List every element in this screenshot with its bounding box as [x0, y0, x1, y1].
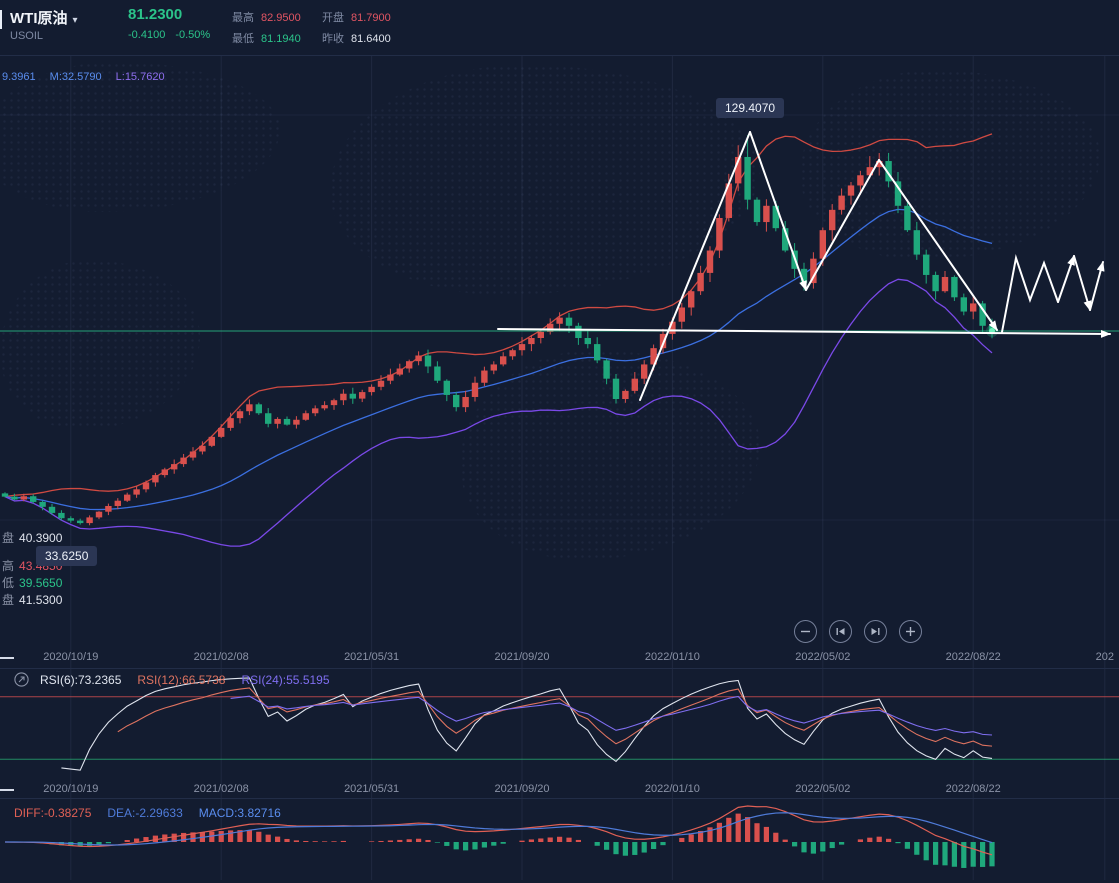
main-x-axis: 2020/10/19 2021/02/08 2021/05/31 2021/09/20…	[0, 651, 1119, 667]
low-price-badge: 33.6250	[36, 546, 98, 566]
change-value: -0.4100	[128, 29, 166, 41]
rsi-x-axis: 2020/10/19 2021/02/08 2021/05/31 2021/09/20…	[0, 783, 1119, 799]
x-axis-label: 2022/08/22	[945, 651, 1001, 663]
axis-cut-label-dash	[0, 789, 14, 791]
x-axis-label: 2021/09/20	[494, 783, 550, 795]
macd-diff-value: DIFF:-0.38275	[14, 806, 92, 820]
tooltip-value: 39.5650	[19, 576, 63, 590]
tooltip-row-low: 低 39.5650	[2, 575, 62, 592]
macd-header: DIFF:-0.38275 DEA:-2.29633 MACD:3.82716	[14, 806, 297, 820]
tooltip-label: 低	[2, 576, 15, 590]
candles-layer	[1, 134, 996, 526]
peak-price-badge: 129.4070	[716, 98, 785, 118]
indicator-token: L:15.7620	[115, 71, 165, 83]
symbol-code: USOIL	[10, 30, 44, 42]
symbol-selector[interactable]: WTI原油 ▾	[10, 7, 78, 28]
change-percent: -0.50%	[175, 29, 211, 41]
x-axis-label: 2022/01/10	[644, 651, 700, 663]
tooltip-row-open: 盘 40.3900	[2, 530, 62, 547]
stat-value: 82.9500	[261, 12, 301, 24]
tooltip-value: 41.5300	[19, 593, 63, 607]
macd-layer	[4, 805, 995, 868]
zoom-out-button[interactable]	[794, 620, 817, 643]
stat-low: 最低 81.1940	[232, 30, 301, 46]
stat-value: 81.6400	[351, 33, 391, 45]
rsi-24-line	[230, 695, 993, 736]
tooltip-value: 40.3900	[19, 531, 63, 545]
x-axis-label: 2022/05/02	[795, 783, 851, 795]
zoom-in-button[interactable]	[899, 620, 922, 643]
rsi24-value: RSI(24):55.5195	[241, 673, 330, 687]
stat-high: 最高 82.9500	[232, 9, 301, 25]
price-change: -0.4100 -0.50%	[128, 29, 220, 41]
boll-lower-line	[4, 278, 993, 547]
last-price: 81.2300	[128, 6, 183, 23]
boll-mid-line	[4, 208, 993, 511]
rsi-header: RSI(6):73.2365 RSI(12):66.5738 RSI(24):55.…	[40, 673, 346, 687]
macd-value: MACD:3.82716	[198, 806, 281, 820]
x-axis-label: 2021/05/31	[344, 783, 400, 795]
x-axis-label: 2021/02/08	[193, 651, 249, 663]
tooltip-label: 盘	[2, 593, 15, 607]
plus-icon	[904, 625, 917, 638]
x-axis-label: 2021/05/31	[344, 651, 400, 663]
minus-icon	[799, 625, 812, 638]
stat-label: 昨收	[322, 33, 344, 45]
chevron-down-icon: ▾	[72, 15, 78, 26]
axis-cut-label-dash	[0, 657, 14, 659]
symbol-name: WTI原油	[10, 10, 68, 27]
header-bar: WTI原油 ▾ USOIL 81.2300 -0.4100 -0.50% 最高 82.…	[0, 0, 1119, 55]
skip-forward-icon	[869, 625, 882, 638]
rsi-12-line	[117, 687, 993, 747]
x-axis-label: 2022/08/22	[945, 783, 1001, 795]
macd-dea-value: DEA:-2.29633	[107, 806, 183, 820]
rsi-6-line	[61, 677, 993, 771]
stat-value: 81.1940	[261, 33, 301, 45]
indicator-values-bar: 9.3961 M:32.5790 L:15.7620	[2, 71, 179, 83]
chart-nav-controls	[794, 620, 922, 643]
x-axis-label: 2022/01/10	[644, 783, 700, 795]
left-edge-artifact	[0, 10, 2, 29]
jump-to-end-button[interactable]	[864, 620, 887, 643]
x-axis-label: 2021/09/20	[494, 651, 550, 663]
indicator-token: 9.3961	[2, 71, 36, 83]
tooltip-row-close: 盘 41.5300	[2, 592, 62, 609]
indicator-token: M:32.5790	[49, 71, 102, 83]
stat-label: 最低	[232, 33, 254, 45]
x-axis-label: 2022/05/02	[795, 651, 851, 663]
tooltip-label: 高	[2, 559, 15, 573]
stat-label: 开盘	[322, 12, 344, 24]
x-axis-label: 2021/02/08	[193, 783, 249, 795]
macd-diff-line	[4, 805, 993, 856]
macd-dea-line	[4, 812, 993, 846]
grid-layer	[0, 55, 1119, 880]
skip-back-icon	[834, 625, 847, 638]
indicator-settings-icon[interactable]	[13, 671, 30, 693]
rsi6-value: RSI(6):73.2365	[40, 673, 122, 687]
boll-upper-line	[4, 133, 993, 498]
stat-label: 最高	[232, 12, 254, 24]
crosshair-ohlc-tooltip: 盘 40.3900 高 43.4850 低 39.5650 盘 41.5300	[2, 530, 62, 609]
x-axis-label: 2020/10/19	[43, 783, 99, 795]
x-axis-label: 2020/10/19	[43, 651, 99, 663]
support-line	[497, 328, 1111, 338]
x-axis-label: 202	[1095, 651, 1114, 663]
jump-to-start-button[interactable]	[829, 620, 852, 643]
tooltip-label: 盘	[2, 531, 15, 545]
rsi12-value: RSI(12):66.5738	[137, 673, 226, 687]
stat-prev-close: 昨收 81.6400	[322, 30, 391, 46]
annotation-layer	[497, 131, 1111, 401]
stat-value: 81.7900	[351, 12, 391, 24]
stat-open: 开盘 81.7900	[322, 9, 391, 25]
